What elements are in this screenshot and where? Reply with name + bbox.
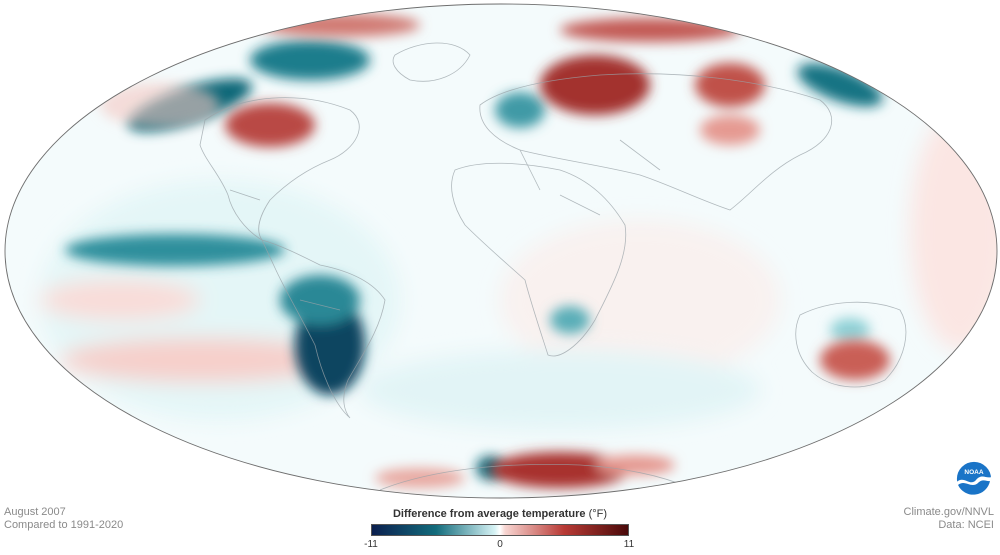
legend-color-bar [371, 524, 629, 536]
legend-unit: (°F) [588, 508, 608, 520]
legend-title: Difference from average temperature (°F) [360, 508, 640, 520]
data-source: Data: NCEI [938, 519, 994, 531]
baseline-period: Compared to 1991-2020 [4, 519, 124, 531]
legend-title-text: Difference from average temperature [392, 508, 586, 520]
globe-outline [4, 3, 998, 499]
color-legend: Difference from average temperature (°F)… [360, 508, 640, 552]
legend-tick-mid: 0 [497, 539, 503, 550]
map-caption-right: Climate.gov/NNVL Data: NCEI [904, 506, 994, 532]
legend-tick-max: 11 [623, 539, 635, 550]
map-date: August 2007 [4, 506, 66, 518]
legend-tick-min: -11 [364, 539, 378, 550]
source-site: Climate.gov/NNVL [903, 506, 994, 518]
noaa-logo: NOAA [956, 461, 992, 497]
map-caption-left: August 2007 Compared to 1991-2020 [4, 506, 123, 532]
world-temperature-anomaly-map [4, 3, 998, 499]
noaa-logo-text: NOAA [964, 469, 983, 476]
